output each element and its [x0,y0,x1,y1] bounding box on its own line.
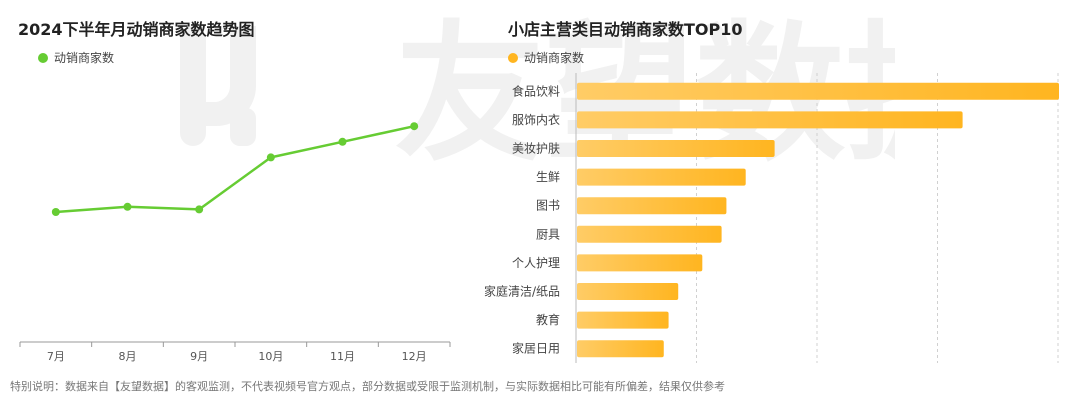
footnote: 特别说明：数据来自【友望数据】的客观监测，不代表视频号官方观点，部分数据或受限于… [10,380,725,393]
y-tick-label: 生鲜 [536,170,560,184]
y-tick-label: 家庭清洁/纸品 [484,284,560,299]
data-point [123,202,132,211]
y-tick-label: 个人护理 [512,256,560,270]
y-tick-label: 厨具 [536,227,560,241]
bar [577,168,746,186]
legend-label: 动销商家数 [524,51,585,65]
x-tick-label: 10月 [258,350,283,363]
bar [577,197,727,215]
bar-chart-title: 小店主营类目动销商家数TOP10 [508,20,743,39]
x-tick-label: 7月 [47,350,65,363]
bar [577,140,775,157]
legend-marker-icon [38,52,48,63]
x-tick-label: 12月 [402,350,427,363]
y-tick-label: 食品饮料 [512,83,560,98]
line-chart: 7月 8月 9月 10月 11月 12月 [19,122,451,363]
x-tick-label: 8月 [119,350,137,363]
bar [577,111,963,129]
y-tick-label: 服饰内衣 [512,112,560,127]
data-point [51,208,60,216]
line-chart-title: 2024下半年月动销商家数趋势图 [18,20,255,39]
bar [577,254,703,272]
y-tick-label: 图书 [536,199,560,213]
y-tick-label: 家居日用 [512,341,560,356]
data-point [338,137,347,146]
bar-chart-legend[interactable]: 动销商家数 [508,49,584,66]
bar [577,82,1059,100]
bar [577,225,722,243]
legend-marker-icon [508,52,518,63]
x-tick-label: 11月 [330,350,355,363]
bar [577,283,679,300]
legend-label: 动销商家数 [54,51,115,65]
line-chart-legend[interactable]: 动销商家数 [38,49,114,66]
data-point [195,205,204,214]
data-point [410,122,419,131]
data-point [266,153,275,162]
x-tick-label: 9月 [190,350,208,363]
y-tick-label: 美妆护肤 [512,141,560,156]
series-line [55,124,415,214]
y-tick-label: 教育 [536,312,560,327]
bar [577,311,669,329]
bar [577,340,664,358]
